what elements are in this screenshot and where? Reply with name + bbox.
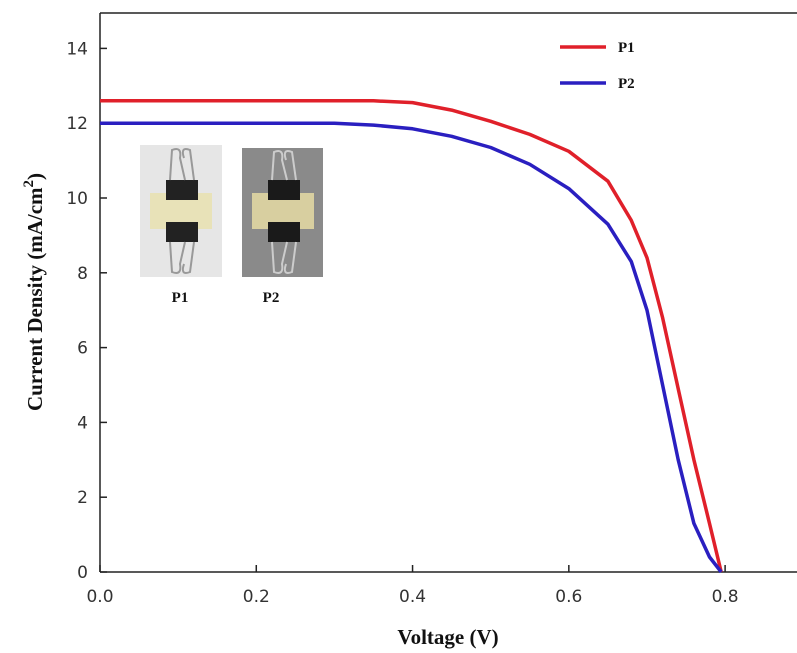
x-axis-label: Voltage (V) — [397, 625, 498, 649]
line — [100, 99, 723, 573]
y-tick-label: 8 — [77, 264, 88, 284]
annotation: P2 — [263, 290, 280, 306]
y-tick-label: 10 — [66, 189, 88, 209]
inset-photo — [140, 145, 222, 277]
y-axis-label-part: Current Density (mA/cm — [23, 187, 47, 411]
x-tick-label: 0.8 — [712, 587, 739, 607]
y-tick-label: 14 — [66, 39, 88, 59]
frame — [99, 12, 797, 573]
inset-photo — [242, 148, 323, 277]
y-tick-label: 4 — [77, 413, 88, 433]
x-tick-label: 0.2 — [243, 587, 270, 607]
x-tick-label: 0.6 — [555, 587, 582, 607]
line — [100, 121, 723, 574]
y-axis-label: Current Density (mA/cm2) — [21, 173, 47, 411]
legend-label: P1 — [618, 40, 635, 56]
y-axis-label-part: 2 — [21, 180, 37, 188]
annotation: P1 — [172, 290, 189, 306]
y-tick-label: 2 — [77, 488, 88, 508]
x-tick-label: 0.0 — [86, 587, 113, 607]
y-tick-label: 6 — [77, 339, 88, 359]
x-tick-label: 0.4 — [399, 587, 426, 607]
y-axis-label-part: ) — [23, 173, 47, 180]
y-tick-label: 0 — [77, 563, 88, 583]
legend-label: P2 — [618, 76, 635, 92]
y-tick-label: 12 — [66, 114, 88, 134]
